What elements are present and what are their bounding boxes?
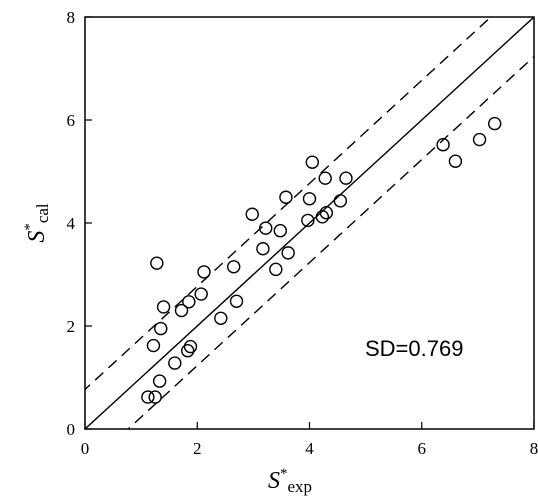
data-point (156, 300, 171, 314)
data-point (182, 295, 196, 309)
data-point (269, 262, 283, 277)
data-point (333, 194, 348, 208)
y-tick-labels: 0 2 4 6 8 (67, 8, 76, 439)
reference-lines (85, 17, 534, 429)
data-point (339, 171, 353, 185)
data-point (214, 311, 228, 325)
data-point (148, 390, 162, 404)
data-point (259, 221, 273, 235)
sd-annotation: SD=0.769 (365, 336, 463, 361)
data-point (168, 356, 182, 370)
data-point (141, 390, 155, 404)
y-tick-label: 0 (67, 420, 76, 439)
data-point (305, 155, 320, 169)
y-tick-label: 6 (67, 111, 76, 130)
data-point (152, 374, 167, 388)
plot-frame (84, 16, 535, 430)
x-tick-label: 4 (305, 439, 314, 458)
data-point (273, 224, 288, 238)
data-point (318, 171, 332, 185)
parity-line (85, 17, 534, 429)
data-point (436, 138, 450, 152)
data-point (245, 207, 259, 221)
x-tick-label: 8 (530, 439, 538, 458)
data-point (472, 132, 487, 147)
data-point (181, 344, 195, 358)
data-point (488, 116, 502, 131)
x-axis-label: S*exp (268, 466, 312, 496)
y-tick-label: 2 (67, 317, 76, 336)
data-point (146, 338, 161, 353)
data-point (279, 190, 293, 204)
upper-sd-line (85, 17, 492, 391)
data-point (301, 213, 315, 228)
data-point (229, 294, 244, 308)
data-point (197, 265, 211, 279)
y-tick-label: 8 (67, 8, 76, 27)
data-point (174, 303, 189, 318)
y-tick-label: 4 (67, 214, 76, 233)
data-point (194, 287, 208, 301)
x-tick-label: 0 (81, 439, 90, 458)
data-point (227, 260, 241, 274)
x-tick-labels: 0 2 4 6 8 (81, 439, 538, 458)
x-tick-label: 6 (418, 439, 427, 458)
lower-sd-line (127, 55, 534, 429)
y-axis-label: S*cal (22, 203, 52, 243)
data-point (256, 242, 270, 256)
data-points (141, 116, 502, 404)
x-tick-label: 2 (193, 439, 202, 458)
data-point (302, 192, 317, 206)
data-point (319, 205, 334, 220)
data-point (448, 154, 463, 168)
data-point (281, 246, 295, 260)
data-point (150, 256, 164, 270)
data-point (154, 321, 168, 336)
data-point (315, 210, 330, 224)
data-point (183, 339, 198, 354)
